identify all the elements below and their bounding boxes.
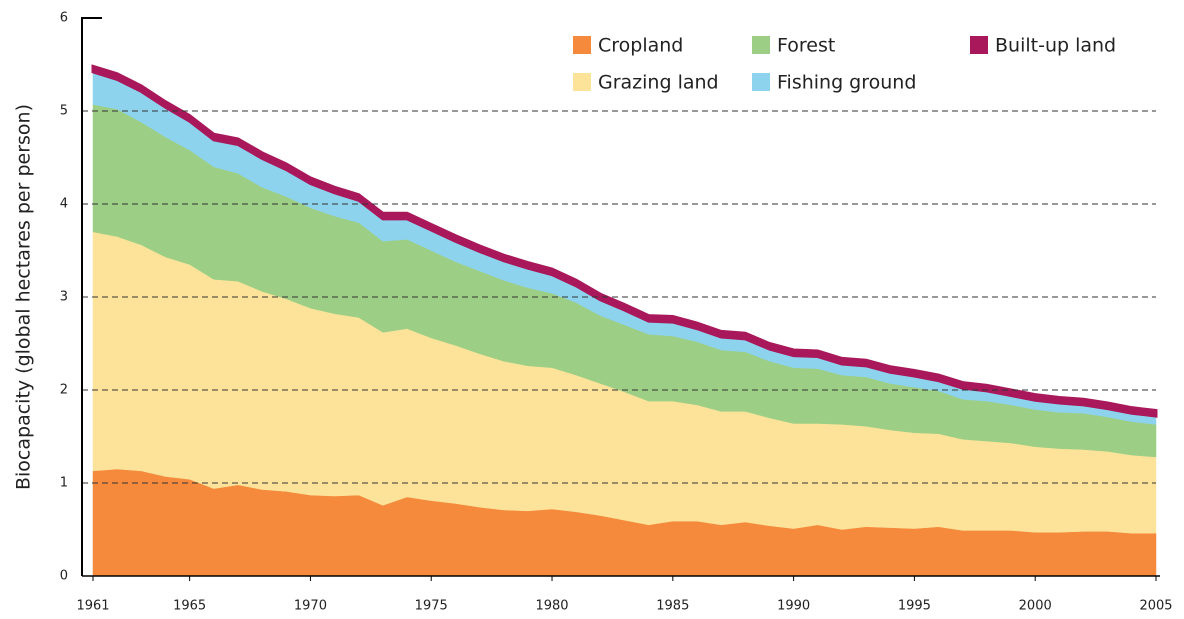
legend-label: Grazing land <box>598 72 719 94</box>
x-tick-label: 1961 <box>76 599 109 614</box>
y-tick-label: 5 <box>60 104 68 119</box>
x-tick-label: 1980 <box>535 599 568 614</box>
legend-swatch <box>752 36 770 54</box>
legend-swatch <box>573 36 591 54</box>
x-tick-label: 2000 <box>1019 599 1052 614</box>
legend-swatch <box>573 73 591 91</box>
legend-label: Built-up land <box>995 35 1116 57</box>
y-tick-label: 4 <box>60 197 68 212</box>
x-tick-label: 1995 <box>898 599 931 614</box>
y-tick-label: 3 <box>60 290 68 305</box>
x-tick-label: 1985 <box>656 599 689 614</box>
legend-label: Fishing ground <box>777 72 916 94</box>
x-tick-label: 1970 <box>294 599 327 614</box>
legend-swatch <box>752 73 770 91</box>
legend-label: Cropland <box>598 35 683 57</box>
x-tick-label: 1975 <box>415 599 448 614</box>
legend-label: Forest <box>777 35 835 57</box>
y-tick-label: 6 <box>60 11 68 26</box>
x-tick-label: 2005 <box>1139 599 1172 614</box>
x-tick-label: 1990 <box>777 599 810 614</box>
y-tick-label: 2 <box>60 383 68 398</box>
area <box>91 64 1158 418</box>
y-axis-label: Biocapacity (global hectares per person) <box>13 104 35 490</box>
y-tick-label: 1 <box>60 476 68 491</box>
x-tick-label: 1965 <box>173 599 206 614</box>
legend-swatch <box>970 36 988 54</box>
y-tick-label: 0 <box>60 569 68 584</box>
